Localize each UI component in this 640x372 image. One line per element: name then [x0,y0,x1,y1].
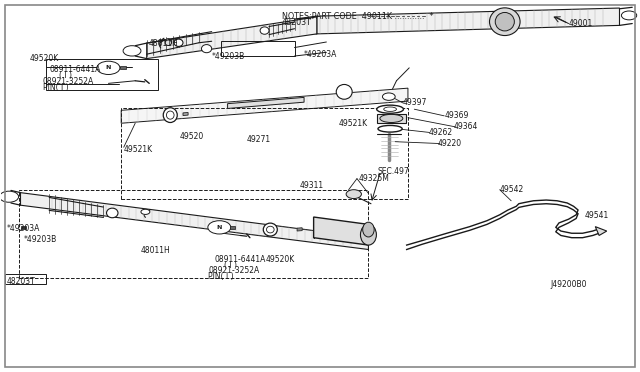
Polygon shape [314,217,369,245]
Polygon shape [378,114,406,123]
Ellipse shape [380,114,403,122]
Circle shape [346,190,362,199]
Circle shape [97,61,120,74]
Text: 49364: 49364 [454,122,478,131]
Text: 49520K: 49520K [266,255,295,264]
Ellipse shape [490,8,520,36]
Text: 49369: 49369 [444,111,468,121]
Ellipse shape [165,39,172,44]
Text: 49271: 49271 [246,135,271,144]
Text: PIN( I ): PIN( I ) [43,83,68,92]
Bar [121,109,408,199]
Ellipse shape [266,226,274,233]
Circle shape [0,191,19,202]
Bar [19,190,369,278]
Text: 08911-6441A: 08911-6441A [49,65,100,74]
Polygon shape [297,228,302,231]
Ellipse shape [163,108,177,122]
Polygon shape [20,193,369,250]
Circle shape [123,46,141,56]
Ellipse shape [378,125,402,132]
Circle shape [383,93,395,100]
Polygon shape [147,17,317,59]
Polygon shape [120,66,125,69]
Bar [46,59,157,90]
Text: NOTES;PART CODE  49011K ............  *: NOTES;PART CODE 49011K ............ * [282,12,433,21]
Text: 08921-3252A: 08921-3252A [209,266,260,275]
Ellipse shape [202,45,212,53]
Circle shape [621,11,637,20]
Text: J49200B0: J49200B0 [550,280,587,289]
Ellipse shape [495,13,515,31]
Polygon shape [317,8,620,34]
Circle shape [141,209,150,214]
Text: 08921-3252A: 08921-3252A [43,77,94,86]
Text: 49521K: 49521K [124,145,153,154]
Text: 49220: 49220 [438,139,462,148]
Ellipse shape [363,222,374,237]
Text: 49521K: 49521K [339,119,368,128]
Ellipse shape [377,105,403,113]
Text: *49203B: *49203B [212,52,245,61]
Text: 49311: 49311 [300,182,324,190]
Ellipse shape [165,40,172,45]
Ellipse shape [260,27,269,34]
Ellipse shape [384,107,396,112]
Text: 08911-6441A: 08911-6441A [215,255,266,264]
Ellipse shape [174,39,183,46]
Ellipse shape [174,39,179,44]
Text: N: N [106,65,111,70]
Text: 48011H: 48011H [140,246,170,255]
Ellipse shape [360,224,376,245]
Polygon shape [230,226,235,229]
Polygon shape [595,227,607,235]
Bar [4,273,46,284]
Text: 49520: 49520 [180,132,204,141]
Text: 49397: 49397 [403,99,428,108]
Ellipse shape [106,208,118,218]
Text: ( I ): ( I ) [59,71,72,80]
Text: N: N [216,225,222,230]
Bar [221,41,294,56]
Text: SEC.497: SEC.497 [378,167,409,176]
Text: *49203B: *49203B [24,235,57,244]
Text: *49203A: *49203A [6,224,40,233]
Polygon shape [121,88,408,123]
Text: 49001: 49001 [568,19,593,28]
Circle shape [208,221,231,234]
Polygon shape [20,226,26,229]
Text: 49542: 49542 [500,185,524,194]
Text: 48011H: 48011H [149,39,179,48]
Text: ( I ): ( I ) [225,261,237,270]
Text: *49203A: *49203A [304,51,337,60]
Text: 48203T: 48203T [282,18,312,27]
Polygon shape [183,112,188,115]
Ellipse shape [263,223,277,236]
Text: PIN( I ): PIN( I ) [209,272,234,281]
Text: 49520K: 49520K [30,54,60,63]
Polygon shape [228,97,304,109]
Text: 49262: 49262 [428,128,452,137]
Text: 49325M: 49325M [358,174,389,183]
Ellipse shape [166,111,174,119]
Ellipse shape [336,84,352,99]
Text: 49541: 49541 [584,211,609,220]
Text: 48203T: 48203T [6,278,35,286]
